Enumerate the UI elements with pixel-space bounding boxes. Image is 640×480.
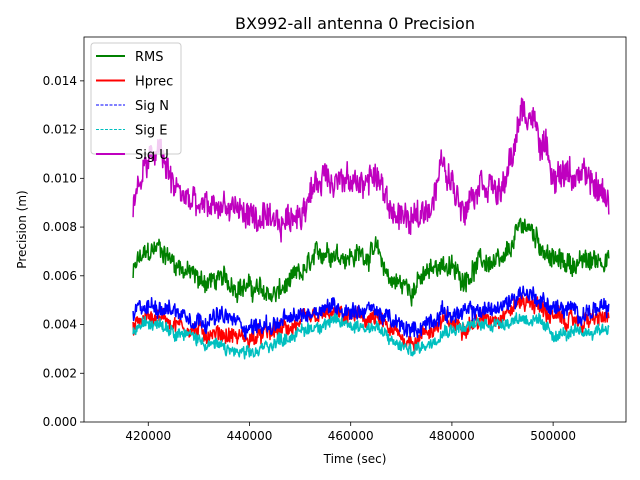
legend-label: Hprec: [135, 75, 173, 90]
y-tick-label: 0.000: [43, 415, 77, 429]
x-tick-label: 500000: [530, 429, 576, 443]
y-tick-label: 0.008: [43, 220, 77, 234]
x-axis-label: Time (sec): [323, 452, 387, 466]
y-tick-label: 0.014: [43, 74, 77, 88]
legend-label: RMS: [135, 50, 164, 65]
chart-title: BX992-all antenna 0 Precision: [235, 14, 475, 33]
x-tick-label: 480000: [429, 429, 475, 443]
x-tick-label: 420000: [125, 429, 171, 443]
y-tick-label: 0.012: [43, 123, 77, 137]
legend-label: Sig N: [135, 99, 169, 114]
axes-frame: [83, 36, 627, 423]
y-axis-label: Precision (m): [15, 190, 29, 268]
series-line-rms: [132, 217, 610, 307]
legend-label: Sig E: [135, 124, 167, 139]
plot-area: [132, 97, 610, 360]
x-tick-label: 440000: [227, 429, 273, 443]
y-tick-label: 0.002: [43, 366, 77, 380]
x-tick-label: 460000: [328, 429, 374, 443]
y-axis: 0.000 0.002 0.004 0.006 0.008 0.010 0.012 0.014: [43, 74, 84, 429]
series-line-sig-e: [132, 312, 610, 360]
series-line-sig-u: [132, 97, 610, 243]
y-tick-label: 0.010: [43, 171, 77, 185]
legend: RMS Hprec Sig N Sig E Sig U: [90, 42, 182, 163]
y-tick-label: 0.004: [43, 318, 77, 332]
y-tick-label: 0.006: [43, 269, 77, 283]
legend-box: [90, 42, 182, 155]
series-line-sig-n: [132, 285, 610, 340]
legend-label: Sig U: [135, 148, 169, 163]
x-axis: 420000 440000 460000 480000 500000: [125, 422, 576, 443]
